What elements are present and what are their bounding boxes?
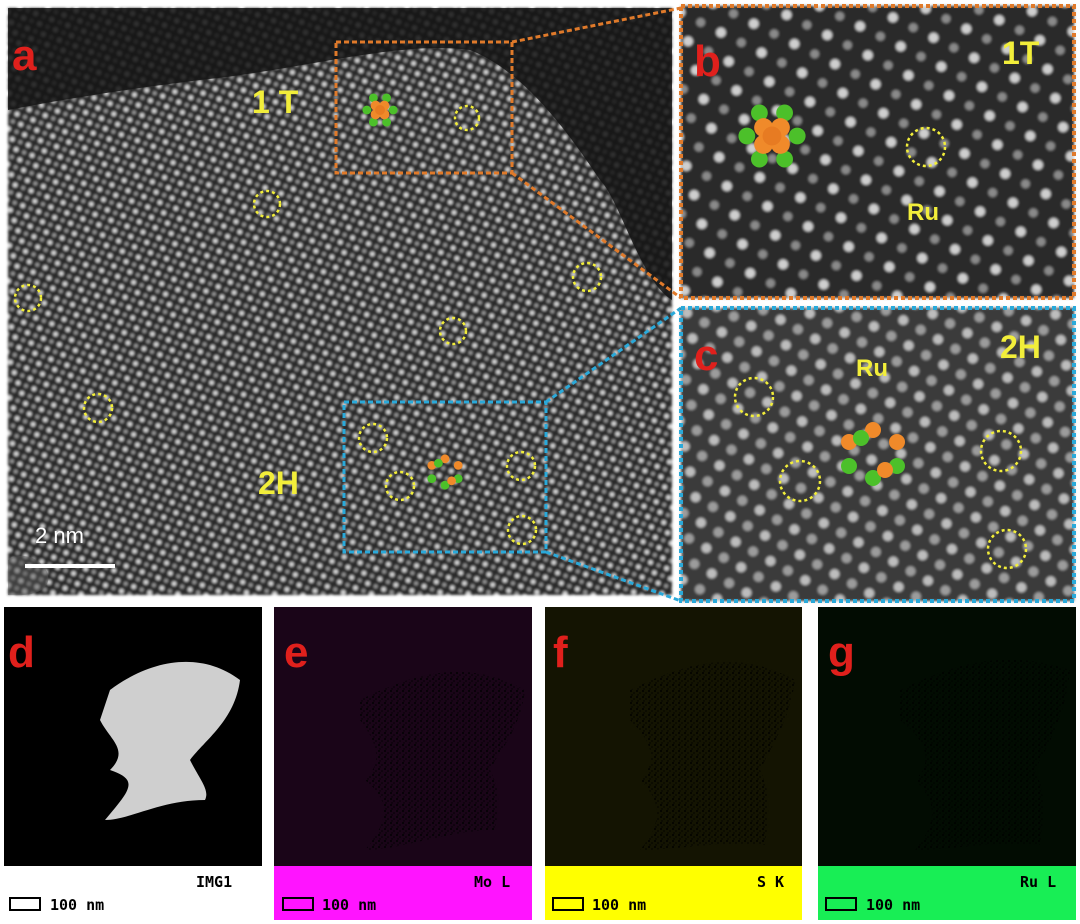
channel-label: Ru L (1020, 873, 1056, 891)
panel-b: b 1T Ru (679, 4, 1076, 300)
phase-label: 2H (258, 465, 299, 501)
panel-label: f (553, 628, 568, 677)
element-label: Ru (907, 199, 939, 226)
phase-label: 2H (1000, 329, 1041, 365)
panel-label: a (12, 31, 37, 80)
scale-bar-label: 100 nm (866, 896, 920, 914)
scale-bar-label: 100 nm (592, 896, 646, 914)
phase-label: 1T (1002, 35, 1040, 71)
panel-g: g Ru L 100 nm (818, 607, 1076, 920)
element-label: Ru (856, 355, 888, 382)
channel-label: S K (757, 873, 784, 891)
panel-label: c (694, 331, 718, 380)
panel-e: e Mo L 100 nm (274, 607, 532, 920)
panel-label: g (828, 628, 855, 677)
panel-c: c 2H Ru (679, 306, 1076, 603)
phase-label: 1 T (252, 84, 299, 120)
panel-label: e (284, 628, 308, 677)
channel-label: Mo L (474, 873, 510, 891)
panel-label: b (694, 37, 721, 86)
scale-bar-label: 2 nm (35, 523, 84, 548)
panel-f: f S K 100 nm (545, 607, 802, 920)
panel-d: d IMG1 100 nm (4, 607, 262, 920)
scale-bar-label: 100 nm (322, 896, 376, 914)
panel-label: d (8, 628, 35, 677)
scale-bar-label: 100 nm (50, 896, 104, 914)
channel-label: IMG1 (196, 873, 232, 891)
panel-a: a 1 T 2H 2 nm (8, 8, 672, 596)
